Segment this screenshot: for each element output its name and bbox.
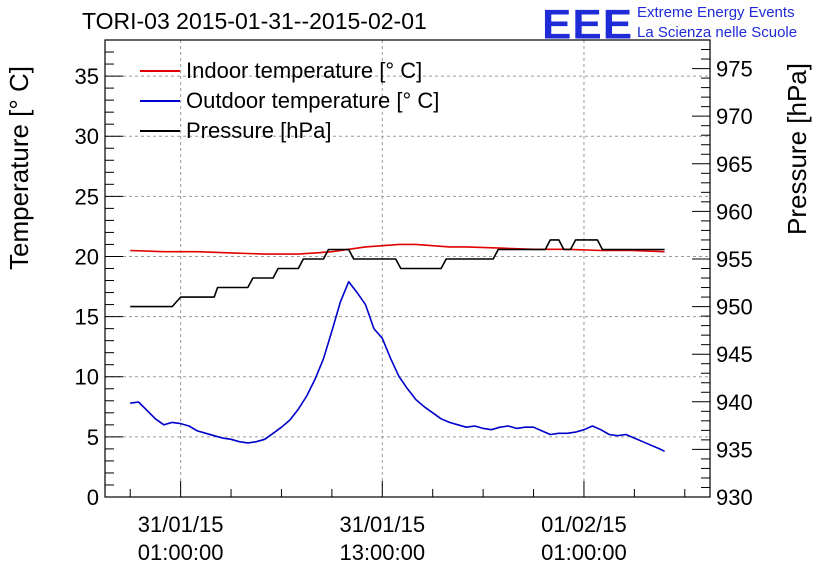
chart-title: TORI-03 2015-01-31--2015-02-01	[82, 8, 427, 34]
y-axis-label-left: Temperature [° C]	[4, 65, 34, 270]
tick-label-x-date: 31/01/15	[138, 512, 224, 537]
tick-label-left: 25	[75, 184, 99, 209]
legend-label-indoor: Indoor temperature [° C]	[186, 58, 423, 83]
legend-label-outdoor: Outdoor temperature [° C]	[186, 88, 440, 113]
tick-label-right: 950	[716, 295, 753, 320]
y-axis-label-right: Pressure [hPa]	[782, 63, 812, 235]
tick-label-right: 970	[716, 104, 753, 129]
tick-label-left: 20	[75, 244, 99, 269]
tick-labels: 0 5 10 15 20 25 30 35 930 935 940 945 950 955 960 965 97…	[75, 57, 753, 565]
tick-label-left: 15	[75, 305, 99, 330]
tick-label-left: 0	[87, 485, 99, 510]
tick-label-right: 965	[716, 152, 753, 177]
tick-label-left: 10	[75, 365, 99, 390]
tick-label-x-date: 31/01/15	[339, 512, 425, 537]
tick-label-right: 940	[716, 390, 753, 415]
tick-label-left: 35	[75, 64, 99, 89]
grid-lines	[105, 40, 710, 497]
legend-item-indoor: Indoor temperature [° C]	[140, 56, 439, 86]
legend-item-outdoor: Outdoor temperature [° C]	[140, 86, 439, 116]
axis-ticks	[105, 39, 710, 498]
legend: Indoor temperature [° C] Outdoor tempera…	[140, 56, 439, 146]
tick-label-right: 960	[716, 199, 753, 224]
logo-caption-line2: La Scienza nelle Scuole	[637, 24, 798, 41]
tick-label-right: 945	[716, 342, 753, 367]
tick-label-x-time: 01:00:00	[541, 540, 627, 565]
legend-item-pressure: Pressure [hPa]	[140, 116, 439, 146]
logo-caption-line1: Extreme Energy Events	[637, 4, 795, 21]
legend-swatch-pressure	[140, 130, 180, 132]
eee-logo: EEE	[542, 1, 634, 48]
tick-label-x-time: 01:00:00	[138, 540, 224, 565]
series-line-2	[130, 239, 665, 308]
tick-label-right: 935	[716, 437, 753, 462]
tick-label-left: 30	[75, 124, 99, 149]
legend-swatch-outdoor	[140, 100, 180, 102]
legend-label-pressure: Pressure [hPa]	[186, 118, 332, 143]
tick-label-right: 955	[716, 247, 753, 272]
tick-label-x-time: 13:00:00	[339, 540, 425, 565]
tick-label-right: 930	[716, 485, 753, 510]
tick-label-left: 5	[87, 425, 99, 450]
tick-label-x-date: 01/02/15	[541, 512, 627, 537]
tick-label-right: 975	[716, 57, 753, 82]
legend-swatch-indoor	[140, 70, 180, 72]
series-group	[130, 239, 665, 453]
series-line-0	[130, 243, 665, 255]
series-line-1	[130, 280, 665, 453]
logo-caption: Extreme Energy Events La Scienza nelle S…	[637, 3, 797, 43]
